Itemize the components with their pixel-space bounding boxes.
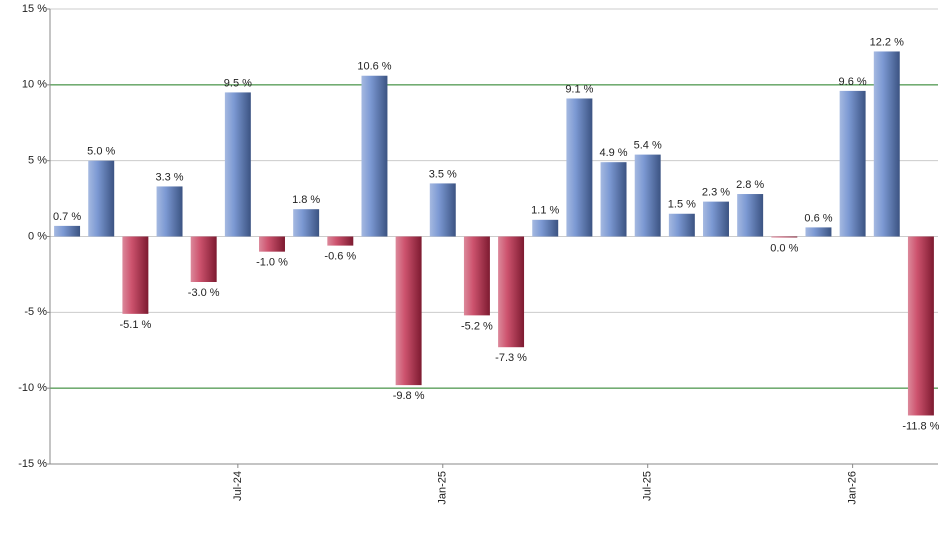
bar: [293, 209, 320, 237]
bar: [395, 236, 422, 386]
y-tick-label: 0 %: [28, 230, 47, 242]
bar: [259, 236, 285, 252]
bar: [190, 236, 217, 282]
y-tick-label: 5 %: [28, 155, 47, 167]
y-tick-label: 10 %: [22, 79, 47, 91]
value-label: 2.3 %: [702, 187, 730, 199]
value-label: -9.8 %: [393, 390, 425, 402]
value-label: 0.0 %: [770, 242, 798, 254]
bar: [805, 227, 832, 237]
bar: [327, 236, 354, 246]
value-label: 9.5 %: [224, 77, 252, 89]
y-tick-label: -5 %: [24, 306, 47, 318]
bar: [122, 236, 149, 314]
bar: [771, 236, 798, 238]
bar: [156, 186, 183, 237]
value-label: 9.1 %: [565, 83, 593, 95]
value-label: 10.6 %: [357, 61, 391, 73]
value-label: 0.7 %: [53, 211, 81, 223]
y-tick-label: 15 %: [22, 3, 47, 15]
bar: [600, 162, 627, 237]
bar: [54, 225, 81, 237]
value-label: 0.6 %: [804, 212, 832, 224]
value-label: 1.5 %: [668, 199, 696, 211]
value-label: 4.9 %: [599, 147, 627, 159]
bar: [429, 183, 456, 237]
value-label: -1.0 %: [256, 257, 288, 269]
value-label: 3.5 %: [429, 168, 457, 180]
bar: [224, 92, 251, 237]
y-tick-label: -10 %: [18, 382, 47, 394]
value-label: -3.0 %: [188, 287, 220, 299]
y-tick-label: -15 %: [18, 458, 47, 470]
value-label: 5.0 %: [87, 146, 115, 158]
value-label: -5.1 %: [119, 319, 151, 331]
value-label: 12.2 %: [870, 36, 904, 48]
bar: [873, 51, 900, 237]
value-label: 1.8 %: [292, 194, 320, 206]
value-label: -5.2 %: [461, 320, 493, 332]
x-tick-label: Jul-24: [232, 471, 244, 501]
value-label: 3.3 %: [155, 171, 183, 183]
bar: [907, 236, 934, 416]
bar: [839, 90, 866, 237]
bar: [668, 213, 695, 237]
value-label: 5.4 %: [634, 140, 662, 152]
bar: [88, 160, 115, 237]
x-tick-label: Jan-25: [437, 471, 449, 505]
bar: [361, 75, 388, 237]
x-tick-label: Jan-26: [847, 471, 859, 505]
bar: [566, 98, 593, 237]
value-label: 1.1 %: [531, 205, 559, 217]
bar: [532, 219, 559, 237]
value-label: -7.3 %: [495, 352, 527, 364]
value-label: 9.6 %: [839, 76, 867, 88]
bar: [498, 236, 525, 348]
bar: [703, 201, 729, 237]
bar: [737, 194, 764, 237]
value-label: -0.6 %: [324, 251, 356, 263]
bar: [463, 236, 490, 316]
x-tick-label: Jul-25: [642, 471, 654, 501]
value-label: -11.8 %: [902, 420, 939, 432]
bar: [634, 154, 661, 237]
value-label: 2.8 %: [736, 179, 764, 191]
